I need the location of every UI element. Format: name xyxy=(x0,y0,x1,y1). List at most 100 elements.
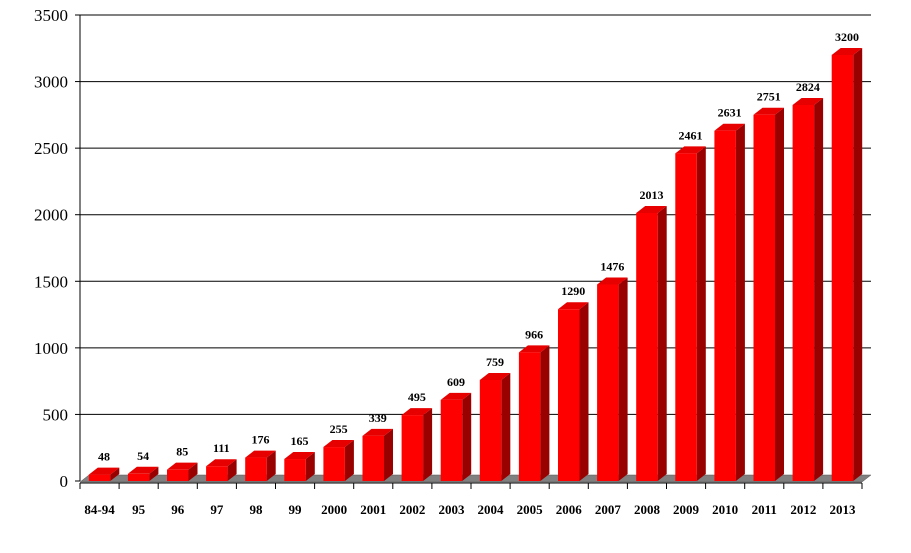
x-tick-label: 2003 xyxy=(438,502,465,517)
x-tick-label: 2010 xyxy=(712,502,738,517)
bar-side-face xyxy=(110,467,120,481)
bar xyxy=(518,345,550,481)
bar-front-face xyxy=(518,352,541,481)
bar-side-face xyxy=(657,205,667,481)
bar-front-face xyxy=(127,473,150,481)
x-tick-label: 99 xyxy=(289,502,303,517)
bar-top-face xyxy=(518,345,550,353)
y-tick-label: 2500 xyxy=(34,139,68,158)
bar-side-face xyxy=(696,146,706,481)
x-tick-label: 2001 xyxy=(360,502,386,517)
bar xyxy=(401,408,433,481)
x-axis: 84-94 95 96 97 98 99 2000 2001 2002 2003 2004 2005 2… xyxy=(79,482,863,517)
bar xyxy=(88,467,120,481)
bar-side-face xyxy=(462,392,472,481)
data-label: 495 xyxy=(408,390,426,404)
data-label: 255 xyxy=(330,422,348,436)
bar-top-face xyxy=(88,467,120,475)
bar xyxy=(206,459,237,481)
bar-top-face xyxy=(323,440,354,448)
bar-front-face xyxy=(245,457,267,481)
bar-side-face xyxy=(853,47,863,481)
y-tick-label: 1000 xyxy=(34,339,68,358)
data-label: 3200 xyxy=(835,30,859,44)
bar-front-face xyxy=(479,379,502,481)
y-tick-label: 1500 xyxy=(34,272,68,291)
bar-front-face xyxy=(792,105,815,481)
data-label: 2631 xyxy=(718,106,742,120)
data-label: 339 xyxy=(369,411,387,425)
bar xyxy=(245,450,276,481)
x-tick-label: 2009 xyxy=(673,502,700,517)
bar-top-face xyxy=(284,452,315,460)
bar-top-face xyxy=(753,107,785,115)
y-tick-label: 2000 xyxy=(34,206,68,225)
bar xyxy=(284,452,315,481)
x-tick-label: 2012 xyxy=(790,502,816,517)
bar-top-face xyxy=(714,123,745,131)
bar-front-face xyxy=(88,474,111,481)
x-tick-label: 2006 xyxy=(556,502,583,517)
bar-top-face xyxy=(597,277,628,285)
bar xyxy=(597,277,628,481)
data-label: 966 xyxy=(525,327,543,341)
bar-front-face xyxy=(362,435,385,481)
bar-side-face xyxy=(305,452,315,481)
bar-top-face xyxy=(362,428,394,436)
bar xyxy=(362,428,394,481)
bar-front-face xyxy=(714,130,736,481)
bar-top-face xyxy=(245,450,276,458)
data-label: 2824 xyxy=(796,80,820,94)
data-label: 609 xyxy=(447,375,465,389)
bar xyxy=(323,440,354,481)
data-label: 85 xyxy=(176,445,188,459)
bar-front-face xyxy=(323,447,345,481)
bar-side-face xyxy=(501,372,511,481)
x-tick-label: 98 xyxy=(249,502,263,517)
bar-side-face xyxy=(579,302,589,481)
bar-side-face xyxy=(188,462,198,481)
x-tick-label: 95 xyxy=(132,502,146,517)
bar xyxy=(675,146,706,481)
chart-floor-plane xyxy=(79,474,872,483)
bar-top-face xyxy=(127,466,159,474)
bar-side-face xyxy=(266,450,276,481)
bar-side-face xyxy=(423,408,433,481)
data-label: 1290 xyxy=(561,284,585,298)
data-label: 111 xyxy=(213,441,230,455)
bar xyxy=(479,372,511,481)
bar-side-face xyxy=(814,98,824,481)
x-tick-label: 2013 xyxy=(829,502,856,517)
bar-side-face xyxy=(344,440,354,481)
bar-top-face xyxy=(401,408,433,416)
data-label: 48 xyxy=(98,450,110,464)
chart-floor xyxy=(79,474,872,483)
bar-front-face xyxy=(440,399,463,481)
x-tick-label: 96 xyxy=(171,502,185,517)
bar xyxy=(127,466,159,481)
x-tick-label: 97 xyxy=(210,502,224,517)
bar-side-face xyxy=(149,466,159,481)
x-tick-label: 2011 xyxy=(752,502,777,517)
grid-layer xyxy=(80,14,871,415)
data-label: 54 xyxy=(137,449,149,463)
y-tick-label: 500 xyxy=(43,405,69,424)
bar-side-face xyxy=(227,459,237,481)
data-label: 2013 xyxy=(639,188,663,202)
data-label: 1476 xyxy=(600,259,624,273)
bar-front-face xyxy=(401,415,424,481)
bar xyxy=(714,123,745,481)
bar xyxy=(753,107,785,481)
x-tick-label: 2004 xyxy=(478,502,505,517)
bar-side-face xyxy=(384,428,394,481)
bar-side-face xyxy=(775,107,785,481)
bar-front-face xyxy=(557,309,580,481)
bar-top-face xyxy=(557,302,589,310)
data-label: 759 xyxy=(486,355,504,369)
bar-front-face xyxy=(753,114,776,481)
y-tick-label: 3500 xyxy=(34,6,68,25)
bar-front-face xyxy=(206,466,228,481)
data-labels-layer: 48 54 85 111 176 165 255 339 495 609 759 966 1290 147… xyxy=(98,30,859,464)
